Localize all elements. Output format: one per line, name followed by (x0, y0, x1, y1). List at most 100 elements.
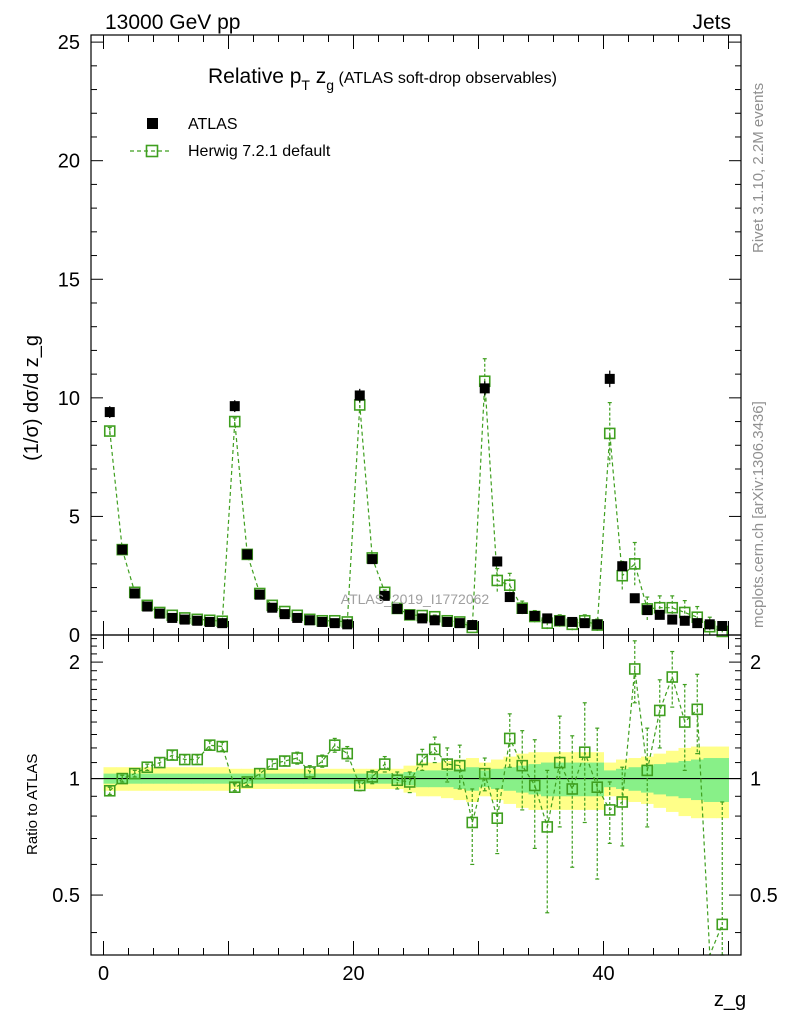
main-y-label-text: (1/σ) dσ/d z_g (21, 335, 43, 461)
herwig-point (616, 569, 629, 582)
atlas-point (292, 612, 303, 623)
x-axis-label: z_g (714, 989, 746, 1011)
atlas-point (554, 615, 565, 626)
main-y-tick-label: 25 (58, 32, 80, 54)
ratio-band-inner (691, 759, 704, 801)
herwig-point (603, 427, 616, 440)
atlas-point (717, 620, 728, 631)
atlas-point (417, 613, 428, 624)
analysis-watermark: ATLAS_2019_I1772062 (341, 591, 490, 607)
herwig-point (666, 601, 679, 614)
rivet-side-label: Rivet 3.1.10, 2.2M events (750, 83, 767, 253)
ratio-point (591, 781, 604, 794)
ratio-point (403, 776, 416, 788)
atlas-point (154, 608, 165, 619)
ratio-series-line (109, 668, 723, 956)
ratio-point (291, 752, 304, 764)
atlas-point (129, 588, 140, 599)
atlas-point (367, 554, 378, 565)
atlas-point (454, 618, 465, 629)
atlas-point (329, 618, 340, 629)
legend-herwig-marker (145, 144, 159, 158)
atlas-point (517, 603, 528, 614)
main-y-tick-label: 15 (58, 269, 80, 291)
title-sub: T (301, 77, 310, 93)
atlas-point (542, 613, 553, 624)
legend-atlas-label: ATLAS (188, 116, 238, 133)
ratio-point (153, 756, 166, 769)
ratio-band-inner (541, 762, 554, 797)
atlas-point (704, 619, 715, 630)
atlas-point (654, 609, 665, 620)
ratio-point (128, 767, 141, 780)
atlas-point (579, 618, 590, 629)
ratio-band-inner (653, 764, 667, 795)
ratio-point (478, 767, 491, 780)
ratio-point (391, 774, 404, 787)
ratio-point (616, 796, 629, 808)
ratio-point (378, 758, 391, 770)
ratio-point (228, 781, 241, 794)
atlas-point (467, 620, 478, 631)
ratio-frame (90, 634, 742, 956)
herwig-point (503, 579, 516, 591)
legend-herwig-label: Herwig 7.2.1 default (188, 143, 331, 160)
atlas-point (317, 616, 328, 627)
atlas-point (267, 602, 278, 613)
ratio-point (566, 783, 579, 795)
herwig-point (103, 425, 116, 437)
herwig-point (491, 574, 504, 587)
atlas-point (254, 589, 265, 600)
ratio-point (428, 743, 441, 756)
atlas-point (679, 615, 690, 626)
atlas-point (229, 401, 240, 412)
ratio-y-tick-label-right: 2 (750, 652, 761, 674)
x-tick-label: 0 (98, 963, 109, 985)
ratio-band-inner (553, 762, 567, 797)
ratio-point (353, 779, 366, 792)
main-y-tick-label: 10 (58, 388, 80, 410)
atlas-point (492, 556, 503, 567)
atlas-point (404, 609, 415, 620)
ratio-point (303, 766, 316, 778)
atlas-point (442, 616, 453, 627)
ratio-point (441, 758, 454, 770)
ratio-y-tick-label: 1 (69, 769, 80, 791)
ratio-band-inner (528, 764, 542, 795)
atlas-point (567, 616, 578, 627)
ratio-point (691, 703, 704, 716)
x-tick-label: 40 (592, 963, 614, 985)
ratio-point (191, 753, 204, 766)
title-var: z (310, 65, 326, 88)
atlas-point (479, 383, 490, 394)
ratio-point (528, 779, 541, 792)
ratio-point (453, 759, 466, 772)
atlas-point (204, 616, 215, 627)
ratio-band-inner (566, 762, 579, 797)
title-rest: (ATLAS soft-drop observables) (334, 70, 557, 87)
ratio-point (653, 704, 666, 717)
ratio-point (541, 821, 554, 833)
ratio-point (516, 759, 529, 772)
ratio-point (316, 755, 329, 767)
chart-title: Relative pT zg (ATLAS soft-drop observab… (208, 65, 557, 93)
legend-atlas-marker (147, 118, 158, 129)
atlas-point (642, 605, 653, 616)
atlas-point (604, 373, 615, 384)
atlas-point (529, 611, 540, 622)
main-y-tick-label: 20 (58, 151, 80, 173)
ratio-point (366, 771, 379, 783)
ratio-point (266, 758, 279, 770)
atlas-point (667, 614, 678, 625)
herwig-point (628, 558, 641, 570)
ratio-point (141, 761, 154, 774)
ratio-point (628, 663, 641, 675)
ratio-point (678, 716, 691, 728)
ratio-point (116, 772, 129, 785)
ratio-panel: 0.5 0.51 12 20 20 40 (52, 634, 778, 985)
main-y-axis-label: (1/σ) dσ/d z_g (21, 335, 43, 461)
atlas-point (617, 561, 628, 572)
x-tick-label: 20 (342, 963, 364, 985)
main-y-tick-label: 5 (69, 506, 80, 528)
